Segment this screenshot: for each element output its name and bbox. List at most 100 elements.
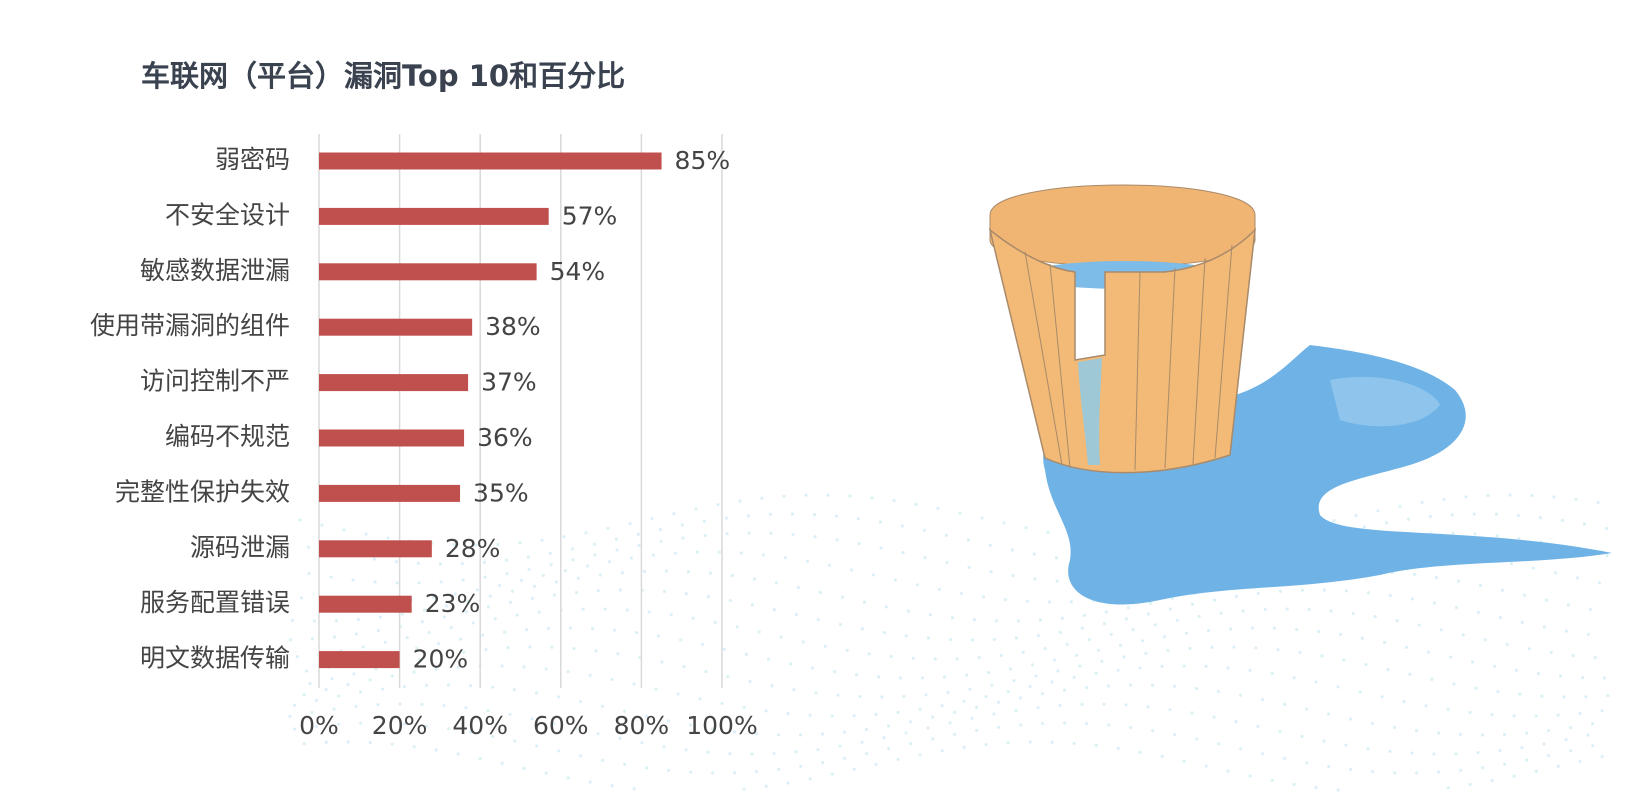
dot (1437, 770, 1441, 774)
dot (540, 538, 544, 542)
dot (1190, 711, 1194, 715)
dot (1032, 552, 1037, 556)
dot (606, 526, 610, 530)
dot (1138, 666, 1142, 670)
dot (1459, 768, 1463, 772)
dot (293, 727, 297, 731)
dot (306, 545, 311, 549)
dot (1082, 613, 1087, 618)
dot (920, 676, 925, 680)
dot (299, 596, 304, 600)
dot (794, 612, 799, 617)
dot (1050, 680, 1054, 684)
dot (486, 605, 491, 609)
dot (1366, 746, 1370, 751)
dot (312, 619, 317, 623)
dot (438, 562, 443, 566)
dot (462, 650, 466, 654)
dot (1056, 669, 1060, 673)
y-tick-label: 源码泄漏 (190, 533, 290, 562)
dot (1336, 685, 1340, 689)
dot (1496, 689, 1500, 694)
dot (1254, 646, 1258, 650)
dot (1362, 525, 1367, 529)
dot (571, 558, 575, 562)
dot (1173, 732, 1177, 737)
dot (361, 645, 365, 649)
dot (446, 683, 451, 687)
dot (726, 674, 730, 679)
dot (827, 563, 832, 567)
dot (574, 726, 578, 731)
dot (1128, 683, 1133, 687)
dot (1148, 601, 1153, 605)
chart-title: 车联网（平台）漏洞Top 10和百分比 (141, 59, 625, 93)
dot (656, 634, 661, 638)
dot (1591, 744, 1595, 748)
dot (926, 726, 930, 730)
dot (1283, 756, 1287, 761)
dot (1234, 720, 1238, 724)
dot (572, 646, 576, 651)
dot (644, 714, 649, 718)
dot (813, 535, 817, 539)
dot (1597, 581, 1602, 585)
dot (874, 762, 878, 766)
dot (1276, 648, 1280, 652)
dot (682, 665, 686, 669)
dot (1520, 746, 1524, 750)
dot (986, 670, 991, 675)
dot (871, 573, 876, 577)
dot (1402, 699, 1406, 704)
dot (1512, 714, 1516, 718)
dot (1016, 619, 1021, 623)
dot (898, 676, 903, 680)
dot (534, 691, 539, 695)
dot (484, 647, 488, 652)
dot (887, 747, 891, 751)
dot (400, 612, 405, 616)
dot (563, 569, 568, 573)
dot (1058, 630, 1063, 634)
dot (1518, 692, 1522, 696)
dot (966, 538, 971, 542)
bar (319, 207, 549, 225)
dot (1087, 637, 1091, 642)
dot (461, 578, 465, 582)
dot (642, 569, 647, 573)
y-tick-label: 不安全设计 (165, 200, 290, 229)
dot (1256, 591, 1261, 596)
dot (936, 506, 940, 510)
dot (527, 567, 531, 572)
dot (1366, 591, 1371, 595)
dot (768, 512, 773, 516)
dot (403, 722, 407, 726)
value-label: 28% (445, 534, 501, 563)
dot (544, 771, 548, 775)
dot (669, 613, 673, 617)
dot (1238, 693, 1243, 697)
dot (576, 576, 581, 580)
x-tick-label: 80% (614, 711, 670, 740)
dot (1508, 493, 1512, 497)
dot (420, 702, 424, 706)
dot (821, 761, 825, 765)
dot (378, 615, 383, 619)
dot (880, 695, 884, 699)
dot (834, 514, 839, 518)
dot (354, 632, 359, 636)
dot (1527, 647, 1531, 651)
dot (1033, 577, 1037, 581)
dot (425, 724, 429, 728)
dot (612, 628, 617, 632)
dot (1604, 526, 1609, 531)
dot (412, 745, 416, 749)
dot (1126, 606, 1131, 610)
dot (689, 770, 693, 774)
dot (585, 564, 590, 568)
dot (915, 583, 920, 587)
dot (519, 578, 524, 583)
bar (319, 318, 473, 336)
dot (1019, 723, 1023, 727)
dot (578, 699, 583, 704)
